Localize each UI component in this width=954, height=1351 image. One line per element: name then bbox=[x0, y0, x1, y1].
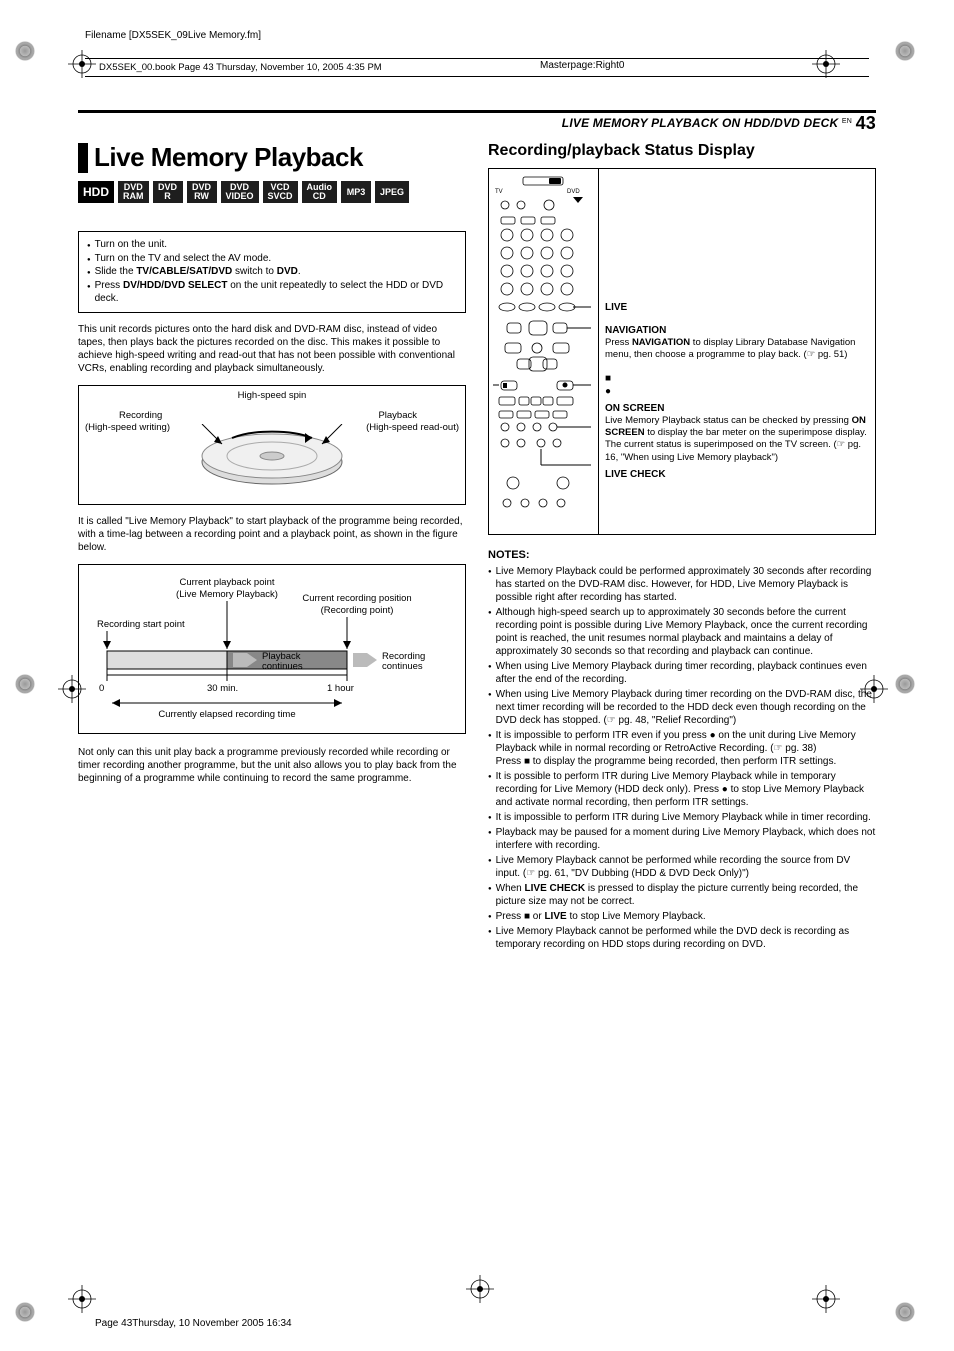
note-item: Live Memory Playback cannot be performed… bbox=[488, 854, 876, 880]
note-item: Live Memory Playback could be performed … bbox=[488, 565, 876, 604]
svg-text:0: 0 bbox=[99, 683, 104, 694]
section-title-text: Live Memory Playback bbox=[94, 142, 363, 173]
svg-text:(Recording point): (Recording point) bbox=[321, 605, 394, 616]
svg-text:TV: TV bbox=[495, 189, 503, 195]
callout-navigation-heading: NAVIGATION bbox=[605, 324, 869, 337]
format-badge: AudioCD bbox=[302, 181, 338, 203]
svg-text:1 hour: 1 hour bbox=[327, 683, 354, 694]
note-item: When LIVE CHECK is pressed to display th… bbox=[488, 882, 876, 908]
callout-live-heading: LIVE bbox=[605, 301, 869, 314]
notes-list: Live Memory Playback could be performed … bbox=[488, 565, 876, 951]
note-item: When using Live Memory Playback during t… bbox=[488, 688, 876, 727]
notes-heading: NOTES: bbox=[488, 549, 876, 561]
disc-label-playback-sub: (High-speed read-out) bbox=[366, 422, 459, 433]
timeline-svg: Current playback point (Live Memory Play… bbox=[87, 573, 457, 723]
footer-info: Page 43Thursday, 10 November 2005 16:34 bbox=[95, 1318, 292, 1329]
reg-mark-top-right bbox=[896, 42, 914, 60]
format-badge: VCDSVCD bbox=[263, 181, 298, 203]
remote-diagram: TV DVD bbox=[488, 168, 876, 535]
note-item: Press ■ or LIVE to stop Live Memory Play… bbox=[488, 910, 876, 923]
format-badge: DVDRW bbox=[187, 181, 217, 203]
prep-bullet: Turn on the TV and select the AV mode. bbox=[87, 252, 457, 266]
svg-text:Current playback point: Current playback point bbox=[179, 577, 274, 588]
svg-text:continues: continues bbox=[382, 661, 423, 672]
format-badge: MP3 bbox=[341, 181, 371, 203]
reg-mark-bot-right bbox=[896, 1303, 914, 1321]
section-title: Live Memory Playback bbox=[78, 142, 466, 173]
note-item: Live Memory Playback cannot be performed… bbox=[488, 925, 876, 951]
callout-livecheck-heading: LIVE CHECK bbox=[605, 468, 869, 481]
header-bookinfo: DX5SEK_00.book Page 43 Thursday, Novembe… bbox=[85, 58, 869, 77]
reg-mark-bot-left bbox=[16, 1303, 34, 1321]
reg-mark-mid-left-1 bbox=[16, 675, 34, 693]
reg-target-mid-center bbox=[466, 1275, 494, 1303]
remote-callouts: LIVE NAVIGATION Press NAVIGATION to disp… bbox=[599, 169, 875, 534]
right-column: Recording/playback Status Display TV DVD bbox=[488, 142, 876, 953]
svg-text:CABLE/SAT: CABLE/SAT bbox=[526, 175, 556, 177]
page-content: LIVE MEMORY PLAYBACK ON HDD/DVD DECK EN … bbox=[78, 110, 876, 953]
svg-text:Current recording position: Current recording position bbox=[302, 593, 411, 604]
preparation-box: Turn on the unit.Turn on the TV and sele… bbox=[78, 231, 466, 313]
intro-paragraph-2: It is called "Live Memory Playback" to s… bbox=[78, 515, 466, 554]
remote-svg: TV DVD bbox=[489, 169, 599, 534]
format-badge: DVDVIDEO bbox=[221, 181, 259, 203]
left-column: Live Memory Playback HDDDVDRAMDVDRDVDRWD… bbox=[78, 142, 466, 953]
running-head: LIVE MEMORY PLAYBACK ON HDD/DVD DECK EN … bbox=[78, 113, 876, 136]
note-item: Playback may be paused for a moment duri… bbox=[488, 826, 876, 852]
record-symbol: ● bbox=[605, 385, 869, 398]
running-head-title: LIVE MEMORY PLAYBACK ON HDD/DVD DECK bbox=[562, 116, 839, 130]
intro-paragraph-1: This unit records pictures onto the hard… bbox=[78, 323, 466, 375]
stop-symbol: ■ bbox=[605, 372, 869, 385]
disc-svg bbox=[172, 424, 372, 500]
svg-text:continues: continues bbox=[262, 661, 303, 672]
callout-onscreen-text: Live Memory Playback status can be check… bbox=[605, 415, 869, 464]
format-badge-row: HDDDVDRAMDVDRDVDRWDVDVIDEOVCDSVCDAudioCD… bbox=[78, 181, 466, 203]
header-filename: Filename [DX5SEK_09Live Memory.fm] bbox=[85, 30, 261, 41]
format-badge: JPEG bbox=[375, 181, 409, 203]
title-bar-icon bbox=[78, 143, 88, 173]
header-masterpage: Masterpage:Right0 bbox=[540, 60, 625, 71]
note-item: It is impossible to perform ITR during L… bbox=[488, 811, 876, 824]
running-head-lang: EN bbox=[842, 118, 852, 125]
callout-onscreen-heading: ON SCREEN bbox=[605, 402, 869, 415]
callout-navigation-text: Press NAVIGATION to display Library Data… bbox=[605, 337, 869, 362]
disc-label-recording: Recording bbox=[119, 410, 162, 421]
reg-target-bot-right bbox=[812, 1285, 840, 1313]
prep-bullet: Slide the TV/CABLE/SAT/DVD switch to DVD… bbox=[87, 265, 457, 279]
disc-label-playback: Playback bbox=[378, 410, 417, 421]
svg-text:(Live Memory Playback): (Live Memory Playback) bbox=[176, 589, 278, 600]
reg-mark-mid-right-1 bbox=[896, 675, 914, 693]
svg-text:30 min.: 30 min. bbox=[207, 683, 238, 694]
format-badge: HDD bbox=[78, 181, 114, 203]
note-item: It is possible to perform ITR during Liv… bbox=[488, 770, 876, 809]
disc-label-spin: High-speed spin bbox=[79, 390, 465, 401]
format-badge: DVDRAM bbox=[118, 181, 149, 203]
reg-target-bot-left bbox=[68, 1285, 96, 1313]
disc-label-recording-sub: (High-speed writing) bbox=[85, 422, 170, 433]
timeline-diagram: Current playback point (Live Memory Play… bbox=[78, 564, 466, 734]
running-head-page: 43 bbox=[856, 113, 876, 133]
prep-bullet: Turn on the unit. bbox=[87, 238, 457, 252]
svg-text:Currently elapsed recording ti: Currently elapsed recording time bbox=[158, 709, 295, 720]
intro-paragraph-3: Not only can this unit play back a progr… bbox=[78, 746, 466, 785]
prep-bullet: Press DV/HDD/DVD SELECT on the unit repe… bbox=[87, 279, 457, 306]
note-item: Although high-speed search up to approxi… bbox=[488, 606, 876, 658]
svg-text:DVD: DVD bbox=[567, 189, 580, 195]
svg-text:Recording start point: Recording start point bbox=[97, 619, 185, 630]
right-section-title: Recording/playback Status Display bbox=[488, 142, 876, 160]
reg-mark-top-left bbox=[16, 42, 34, 60]
note-item: It is impossible to perform ITR even if … bbox=[488, 729, 876, 768]
disc-diagram: High-speed spin Recording (High-speed wr… bbox=[78, 385, 466, 505]
format-badge: DVDR bbox=[153, 181, 183, 203]
note-item: When using Live Memory Playback during t… bbox=[488, 660, 876, 686]
